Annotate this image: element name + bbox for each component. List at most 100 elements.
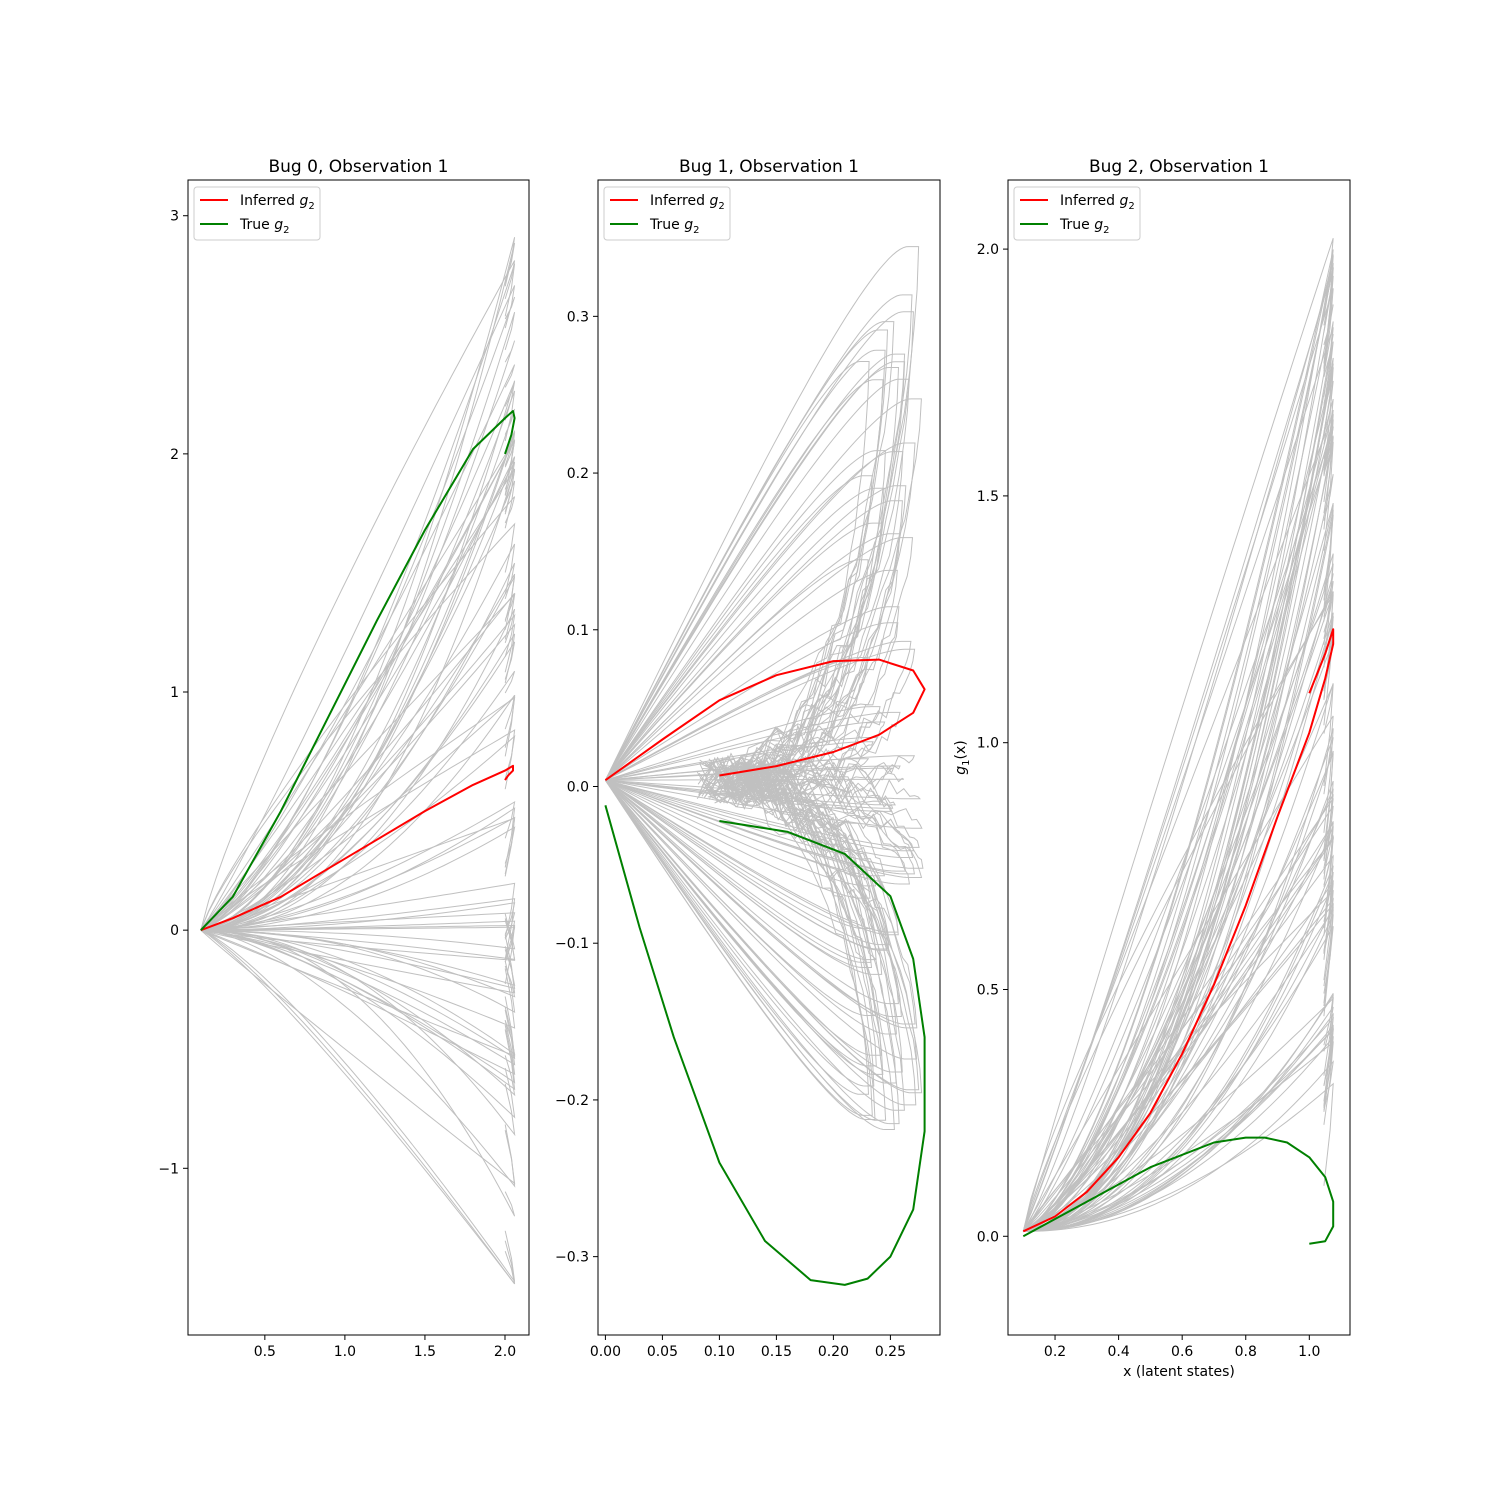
sample-curve [605, 765, 915, 852]
x-tick-label: 0.8 [1235, 1344, 1257, 1360]
legend-entry-label: True g2 [649, 217, 699, 236]
sample-curve [1023, 1024, 1334, 1232]
sample-curve [1023, 321, 1334, 1232]
plot-area [604, 246, 926, 1286]
sample-curve [1022, 288, 1334, 1232]
sample-curve [200, 496, 516, 931]
legend-label-sub: 2 [718, 201, 724, 212]
sample-curve [200, 285, 516, 931]
sample-curve [1023, 255, 1334, 1232]
x-tick-label: 0.2 [1044, 1344, 1066, 1360]
sample-curve [604, 353, 906, 797]
sample-curve [1023, 509, 1334, 1232]
sample-curve [200, 311, 516, 931]
sample-curve [605, 772, 877, 961]
legend-entry-label: True g2 [239, 217, 289, 236]
sample-curves [604, 246, 924, 1130]
sample-curve [1023, 838, 1334, 1232]
sample-curve [200, 381, 516, 931]
legend-label-sub: 2 [693, 225, 699, 236]
sample-curve [200, 440, 516, 931]
sample-curve [200, 924, 516, 985]
y-tick-label: 2.0 [977, 242, 999, 258]
sample-curve [605, 522, 882, 785]
y-tick-label: 3 [170, 209, 179, 225]
sample-curve [200, 929, 516, 1075]
sample-curve [200, 929, 516, 1282]
legend-label-text: True [649, 217, 684, 233]
legend-entry-label: True g2 [1059, 217, 1109, 236]
sample-curve [604, 349, 886, 798]
legend-label-g: g [684, 217, 693, 233]
sample-curve [1023, 426, 1334, 1232]
sample-curve [605, 741, 874, 791]
sample-curve [605, 487, 885, 783]
sample-curve [200, 260, 516, 931]
sample-curve [604, 475, 873, 794]
y-axis-label-main: g [953, 766, 969, 775]
x-axis-label: x (latent states) [1123, 1364, 1235, 1380]
sample-curve [605, 756, 873, 929]
sample-curve [200, 390, 516, 931]
sample-curve [200, 576, 516, 931]
sample-curve [1022, 413, 1334, 1232]
sample-curve [604, 294, 913, 802]
y-tick-label: −0.1 [555, 936, 589, 952]
x-tick-label: 0.6 [1171, 1344, 1193, 1360]
sample-curve [605, 533, 901, 793]
sample-curve [200, 801, 516, 931]
sample-curve [605, 770, 920, 848]
sample-curve [604, 779, 870, 1095]
sample-curve [1023, 1060, 1334, 1232]
y-tick-label: 1 [170, 685, 179, 701]
sample-curve [200, 929, 516, 1285]
sample-curve [200, 817, 516, 931]
x-tick-label: 0.20 [818, 1344, 849, 1360]
sample-curve [200, 929, 516, 994]
subplot-1: 0.00 0.05 0.10 0.15 0.20 0.25 −0.3 −0.2 −0.1 0.0 0… [555, 157, 941, 1360]
sample-curve [200, 408, 516, 931]
sample-curve [1023, 897, 1334, 1232]
sample-curve [200, 592, 516, 931]
sample-curve [1023, 254, 1334, 1232]
sample-curve [605, 762, 923, 878]
x-tick-label: 0.25 [875, 1344, 906, 1360]
sample-curve [200, 633, 516, 931]
y-tick-label: 1.0 [977, 736, 999, 752]
subplot-title: Bug 1, Observation 1 [679, 157, 859, 177]
legend-label-g: g [274, 217, 283, 233]
y-axis-label: g1(x) [953, 740, 972, 774]
sample-curve [200, 522, 516, 931]
true-g2-line [604, 805, 926, 1286]
sample-curves [200, 237, 516, 1285]
sample-curve [605, 766, 873, 968]
sample-curve [605, 756, 901, 801]
sample-curve [1022, 591, 1334, 1232]
sample-curve [200, 929, 516, 1188]
sample-curve [604, 767, 887, 1121]
sample-curve [200, 695, 516, 931]
x-tick-label: 0.4 [1107, 1344, 1129, 1360]
sample-curve [200, 929, 516, 989]
true-g2-line [1022, 1136, 1335, 1245]
subplot-title: Bug 2, Observation 1 [1089, 157, 1269, 177]
sample-curve [200, 296, 516, 931]
sample-curve [1023, 1012, 1334, 1232]
sample-curve [604, 378, 910, 795]
true-g2-line [200, 410, 516, 931]
sample-curve [1022, 238, 1334, 1232]
sample-curve [200, 929, 516, 1056]
plot-area [1022, 238, 1335, 1245]
sample-curve [1023, 728, 1334, 1232]
y-tick-label: 0.2 [567, 466, 589, 482]
sample-curve [200, 480, 516, 931]
sample-curve [605, 766, 918, 1060]
sample-curve [1023, 505, 1334, 1232]
legend-label-g: g [1094, 217, 1103, 233]
sample-curve [200, 696, 516, 931]
sample-curve [200, 432, 516, 931]
